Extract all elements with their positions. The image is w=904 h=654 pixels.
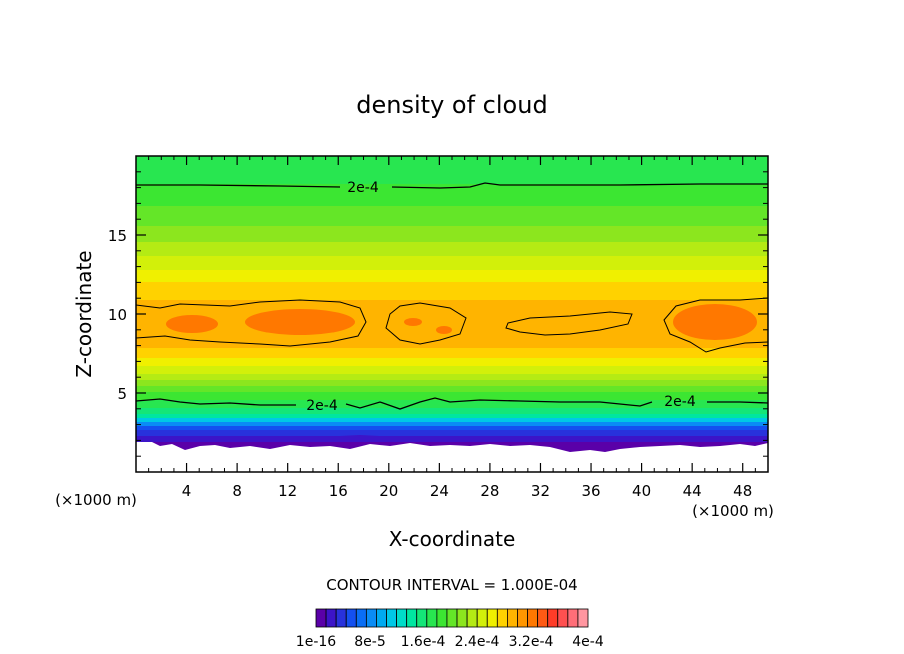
density-band [136, 256, 768, 270]
density-band [136, 386, 768, 392]
colorbar-tick-label: 2.4e-4 [455, 634, 500, 650]
density-band [136, 400, 768, 408]
density-band [136, 358, 768, 366]
plot-area: 2e-4 2e-4 2e-4 [136, 156, 768, 472]
x-tick-label: 4 [182, 482, 192, 500]
cloud-core [245, 309, 355, 335]
contour-line [136, 182, 768, 189]
contour-line [136, 299, 367, 347]
contour-interval-label: CONTOUR INTERVAL = 1.000E-04 [326, 576, 577, 594]
density-band [136, 226, 768, 242]
colorbar-swatch [456, 608, 468, 628]
x-tick-label: 40 [632, 482, 651, 500]
contour-line [505, 311, 633, 336]
colorbar-swatch [517, 608, 528, 628]
colorbar-tick-label: 4e-4 [572, 634, 604, 650]
density-band [136, 380, 768, 386]
density-band [136, 366, 768, 374]
y-tick-label: 15 [108, 227, 127, 245]
colorbar-swatch [466, 608, 478, 628]
x-axis-unit-right: (×1000 m) [692, 502, 774, 520]
density-band [136, 206, 768, 226]
x-tick-label: 44 [683, 482, 702, 500]
colorbar-swatch [396, 608, 408, 628]
colorbar-swatch [315, 608, 327, 628]
density-band [136, 408, 768, 414]
cloud-core [166, 315, 218, 333]
colorbar-swatch [446, 608, 458, 628]
colorbar-swatch [376, 608, 387, 628]
colorbar-tick-label: 3.2e-4 [509, 634, 554, 650]
colorbar [315, 608, 589, 628]
x-tick-label: 8 [232, 482, 242, 500]
x-axis-label: X-coordinate [389, 527, 516, 551]
contour-line [663, 297, 768, 353]
density-band [136, 414, 768, 418]
density-band [136, 270, 768, 282]
x-tick-label: 20 [379, 482, 398, 500]
colorbar-swatch [537, 608, 549, 628]
colorbar-swatch [325, 608, 337, 628]
colorbar-swatch [436, 608, 448, 628]
y-axis: 5 10 15 [108, 171, 768, 457]
colorbar-swatch [416, 608, 428, 628]
colorbar-swatch [335, 608, 347, 628]
density-band [136, 426, 768, 430]
colorbar-swatch [577, 608, 589, 628]
colorbar-swatch [386, 608, 397, 628]
density-band [136, 422, 768, 426]
colorbar-swatch [365, 608, 377, 628]
colorbar-tick-label: 1e-16 [296, 634, 336, 650]
cloud-core [404, 318, 422, 326]
colorbar-swatch [507, 608, 518, 628]
contour-line [385, 302, 467, 345]
density-band [136, 300, 768, 348]
density-band [136, 282, 768, 300]
chart-title: density of cloud [356, 91, 547, 119]
colorbar-swatch [567, 608, 579, 628]
colorbar-swatch [426, 608, 438, 628]
contour-line [136, 397, 768, 410]
density-band [136, 348, 768, 358]
y-tick-label: 5 [117, 385, 127, 403]
colorbar-swatch [345, 608, 357, 628]
colorbar-swatch [355, 608, 367, 628]
contour-label: 2e-4 [306, 398, 338, 414]
colorbar-swatch [557, 608, 569, 628]
x-tick-label: 24 [430, 482, 449, 500]
density-band-bottom [136, 435, 768, 442]
colorbar-swatch [406, 608, 418, 628]
density-band [136, 184, 768, 206]
x-tick-label: 16 [329, 482, 348, 500]
density-band [136, 242, 768, 256]
contour-label: 2e-4 [664, 394, 696, 410]
colorbar-labels: 1e-16 8e-5 1.6e-4 2.4e-4 3.2e-4 4e-4 [296, 634, 604, 650]
density-band [136, 418, 768, 422]
colorbar-swatch [547, 608, 559, 628]
density-band [136, 430, 768, 436]
contour-label: 2e-4 [347, 180, 379, 196]
cloud-core [436, 326, 452, 334]
cloud-core [673, 304, 757, 340]
colorbar-swatch [496, 608, 508, 628]
x-tick-label: 12 [278, 482, 297, 500]
density-band [136, 156, 768, 184]
x-axis: 4 8 12 16 20 24 28 32 36 40 44 48 [135, 156, 756, 500]
colorbar-swatch [527, 608, 539, 628]
colorbar-swatch [486, 608, 498, 628]
x-tick-label: 36 [581, 482, 600, 500]
density-band [136, 392, 768, 400]
colorbar-tick-label: 8e-5 [354, 634, 385, 650]
x-axis-unit-left: (×1000 m) [55, 491, 137, 509]
x-tick-label: 32 [531, 482, 550, 500]
density-band-bottom [136, 440, 768, 452]
colorbar-tick-label: 1.6e-4 [401, 634, 446, 650]
y-axis-label: Z-coordinate [72, 250, 96, 377]
density-band [136, 374, 768, 380]
colorbar-swatch [476, 608, 488, 628]
y-tick-label: 10 [108, 306, 127, 324]
x-tick-label: 48 [733, 482, 752, 500]
x-tick-label: 28 [480, 482, 499, 500]
